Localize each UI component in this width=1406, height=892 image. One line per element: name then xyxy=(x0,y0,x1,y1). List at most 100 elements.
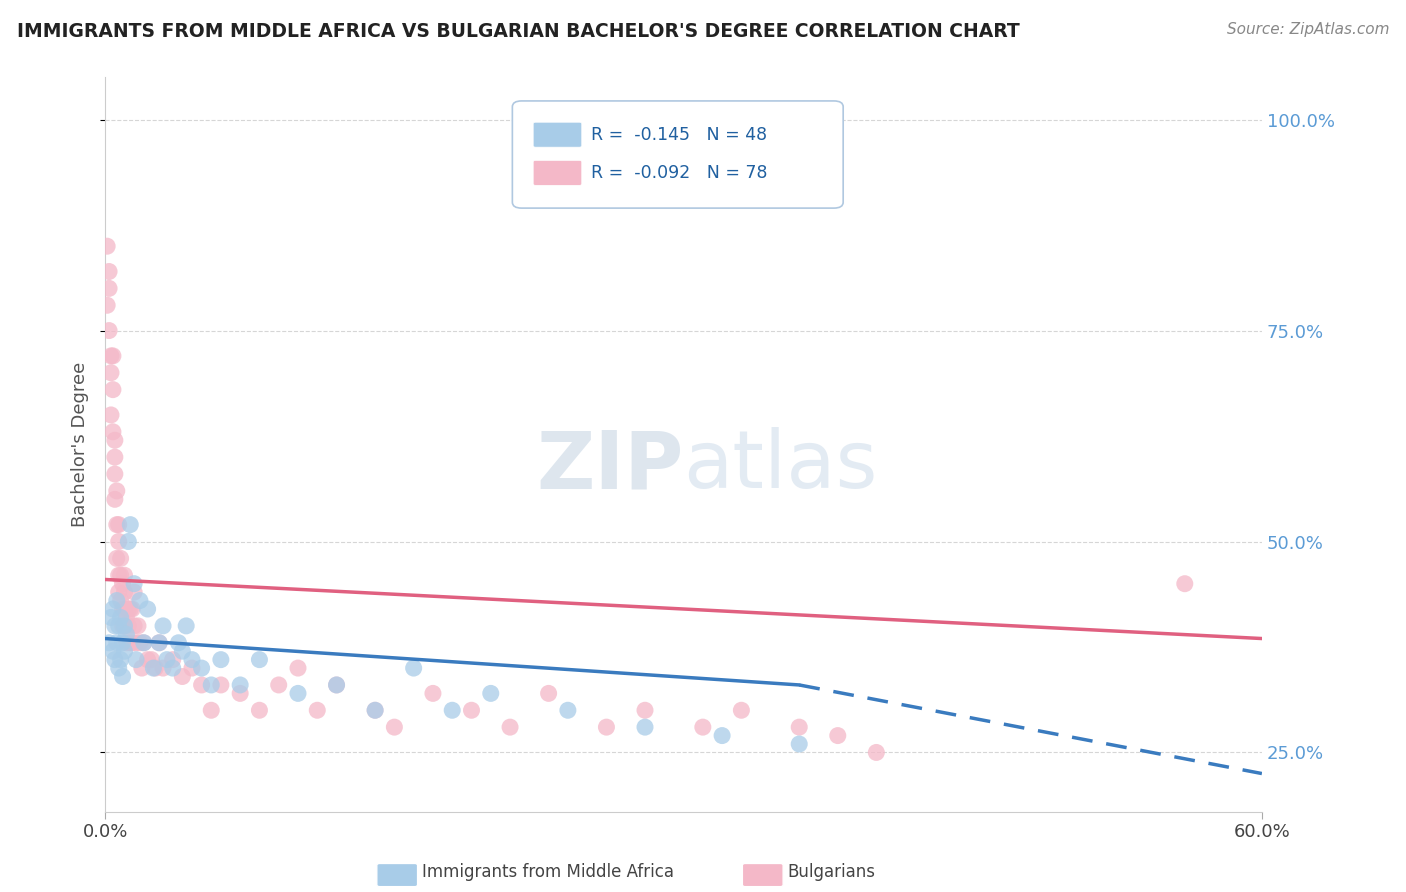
Point xyxy=(105,483,128,498)
Point xyxy=(107,619,129,633)
Point xyxy=(98,636,121,650)
Point xyxy=(110,568,132,582)
Point xyxy=(136,602,159,616)
Point xyxy=(111,602,134,616)
Point xyxy=(162,661,184,675)
Point xyxy=(115,627,138,641)
Point xyxy=(200,703,222,717)
Point xyxy=(730,703,752,717)
Point xyxy=(267,678,290,692)
Point xyxy=(249,653,271,667)
Point xyxy=(325,678,347,692)
Point xyxy=(104,450,127,464)
Point xyxy=(98,281,121,295)
Point xyxy=(634,703,657,717)
Point xyxy=(96,239,118,253)
Point xyxy=(100,366,122,380)
Point xyxy=(229,686,252,700)
Point xyxy=(117,619,139,633)
Point xyxy=(114,585,136,599)
Point xyxy=(441,703,464,717)
Point xyxy=(104,492,127,507)
Point xyxy=(101,349,124,363)
FancyBboxPatch shape xyxy=(533,122,582,147)
Point xyxy=(111,576,134,591)
Text: ZIP: ZIP xyxy=(536,427,683,506)
Point xyxy=(105,636,128,650)
Point xyxy=(105,517,128,532)
Point xyxy=(827,729,849,743)
Point xyxy=(557,703,579,717)
Point xyxy=(107,661,129,675)
Point xyxy=(132,636,155,650)
Point xyxy=(479,686,502,700)
Point xyxy=(460,703,482,717)
Point xyxy=(129,636,152,650)
Point xyxy=(209,653,232,667)
Point xyxy=(537,686,560,700)
Point xyxy=(1174,576,1197,591)
Point xyxy=(101,602,124,616)
Point xyxy=(110,653,132,667)
Point xyxy=(249,703,271,717)
Point xyxy=(152,619,174,633)
Point xyxy=(121,636,143,650)
Text: Source: ZipAtlas.com: Source: ZipAtlas.com xyxy=(1226,22,1389,37)
Point xyxy=(105,593,128,607)
Point xyxy=(107,568,129,582)
FancyBboxPatch shape xyxy=(512,101,844,208)
Point xyxy=(148,636,170,650)
Point xyxy=(115,610,138,624)
FancyBboxPatch shape xyxy=(533,161,582,186)
Point xyxy=(787,737,810,751)
Point xyxy=(132,636,155,650)
Point xyxy=(384,720,406,734)
Point xyxy=(110,551,132,566)
Point xyxy=(101,425,124,439)
Point xyxy=(229,678,252,692)
Point xyxy=(156,653,179,667)
Text: R =  -0.092   N = 78: R = -0.092 N = 78 xyxy=(591,164,768,182)
Point xyxy=(325,678,347,692)
Point xyxy=(107,534,129,549)
Point xyxy=(787,720,810,734)
Point xyxy=(129,593,152,607)
Point xyxy=(131,661,153,675)
Point xyxy=(167,636,190,650)
Point xyxy=(111,619,134,633)
Text: atlas: atlas xyxy=(683,427,877,506)
Point xyxy=(172,644,194,658)
Point xyxy=(96,298,118,312)
Y-axis label: Bachelor's Degree: Bachelor's Degree xyxy=(72,362,89,527)
Point xyxy=(364,703,387,717)
Point xyxy=(287,686,309,700)
Point xyxy=(100,610,122,624)
Point xyxy=(122,585,145,599)
Point xyxy=(122,576,145,591)
Point xyxy=(402,661,425,675)
Point xyxy=(190,678,212,692)
Text: R =  -0.145   N = 48: R = -0.145 N = 48 xyxy=(591,126,768,144)
Point xyxy=(117,602,139,616)
Point xyxy=(114,619,136,633)
Point xyxy=(152,661,174,675)
Point xyxy=(111,636,134,650)
Point xyxy=(114,619,136,633)
Point xyxy=(121,602,143,616)
Point xyxy=(364,703,387,717)
Point xyxy=(634,720,657,734)
Point xyxy=(711,729,734,743)
Point xyxy=(110,610,132,624)
Point xyxy=(114,602,136,616)
Point xyxy=(125,636,148,650)
Point xyxy=(120,602,142,616)
Text: IMMIGRANTS FROM MIDDLE AFRICA VS BULGARIAN BACHELOR'S DEGREE CORRELATION CHART: IMMIGRANTS FROM MIDDLE AFRICA VS BULGARI… xyxy=(17,22,1019,41)
Text: Immigrants from Middle Africa: Immigrants from Middle Africa xyxy=(422,863,673,881)
Point xyxy=(100,408,122,422)
Point xyxy=(148,636,170,650)
Point xyxy=(143,661,166,675)
Point xyxy=(141,653,163,667)
Point xyxy=(111,669,134,683)
Point xyxy=(104,619,127,633)
Point xyxy=(104,434,127,448)
